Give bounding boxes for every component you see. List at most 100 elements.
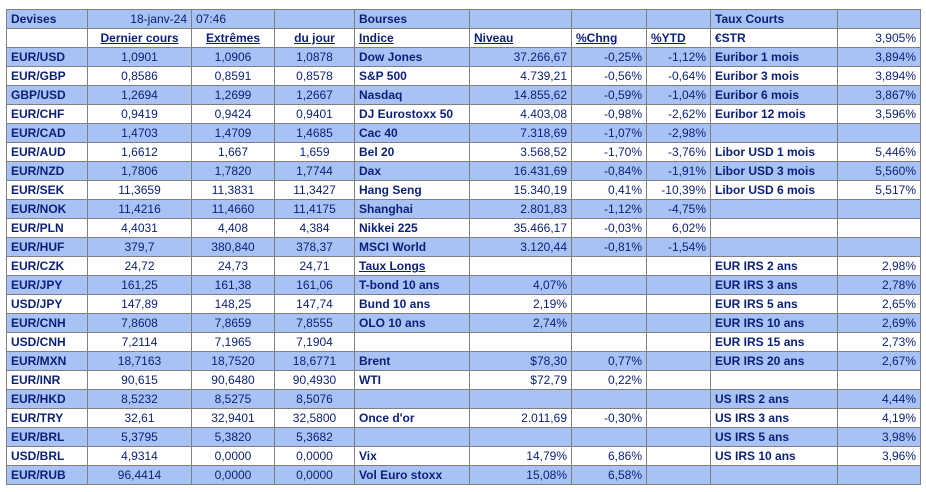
col-dernier-cours: Dernier cours: [87, 28, 192, 48]
cell-chng: [571, 427, 647, 447]
cell-taux-value: 5,517%: [837, 180, 921, 200]
cell-extremes: 7,8659: [191, 313, 275, 333]
cell-taux-value: [837, 237, 921, 257]
cell-pair: EUR/INR: [6, 370, 88, 390]
cell-extremes: 148,25: [191, 294, 275, 314]
cell-taux-label: EUR IRS 2 ans: [710, 256, 838, 276]
cell-taux-value: 2,67%: [837, 351, 921, 371]
cell-chng: [571, 332, 647, 352]
cell-extremes: 32,9401: [191, 408, 275, 428]
table-row: EUR/CAD 1,4703 1,4709 1,4685 Cac 40 7.318,69-…: [6, 123, 921, 143]
cell-niveau: 15.340,19: [469, 180, 572, 200]
cell-du-jour: 4,384: [274, 218, 355, 238]
cell-indice: [354, 332, 470, 352]
cell-niveau: 35.466,17: [469, 218, 572, 238]
cell-taux-value: 2,69%: [837, 313, 921, 333]
table-row: EUR/PLN 4,4031 4,408 4,384 Nikkei 225 35.466,…: [6, 218, 921, 238]
cell-pair: EUR/CNH: [6, 313, 88, 333]
cell-du-jour: 0,9401: [274, 104, 355, 124]
cell-taux-value: 2,73%: [837, 332, 921, 352]
cell-taux-label: [710, 237, 838, 257]
cell-dernier-cours: 4,9314: [87, 446, 192, 466]
cell-dernier-cours: 11,4216: [87, 199, 192, 219]
cell-indice: Once d'or: [354, 408, 470, 428]
col-du-jour: du jour: [274, 28, 355, 48]
cell-dernier-cours: 147,89: [87, 294, 192, 314]
cell-chng: -1,07%: [571, 123, 647, 143]
cell-extremes: 0,0000: [191, 446, 275, 466]
empty-cell: [274, 9, 355, 29]
cell-niveau: $78,30: [469, 351, 572, 371]
column-header-row: Dernier cours Extrêmes du jour Indice Ni…: [6, 28, 921, 48]
cell-du-jour: 24,71: [274, 256, 355, 276]
cell-pair: EUR/PLN: [6, 218, 88, 238]
cell-extremes: 90,6480: [191, 370, 275, 390]
market-data-table: Devises 18-janv-24 07:46 Bourses Taux Co…: [6, 9, 921, 485]
cell-pair: USD/JPY: [6, 294, 88, 314]
cell-pair: EUR/RUB: [6, 465, 88, 485]
cell-taux-value: 2,65%: [837, 294, 921, 314]
cell-ytd: -10,39%: [646, 180, 711, 200]
cell-extremes: 5,3820: [191, 427, 275, 447]
cell-pair: EUR/CAD: [6, 123, 88, 143]
cell-chng: -0,30%: [571, 408, 647, 428]
table-row: EUR/NOK 11,4216 11,4660 11,4175 Shanghai 2.80…: [6, 199, 921, 219]
cell-dernier-cours: 11,3659: [87, 180, 192, 200]
cell-taux-value: 3,894%: [837, 47, 921, 67]
cell-extremes: 380,840: [191, 237, 275, 257]
cell-taux-label: [710, 123, 838, 143]
cell-ytd: [646, 408, 711, 428]
cell-ytd: [646, 446, 711, 466]
cell-chng: 6,58%: [571, 465, 647, 485]
empty-cell: [469, 9, 572, 29]
cell-du-jour: 0,0000: [274, 446, 355, 466]
cell-indice: Nasdaq: [354, 85, 470, 105]
cell-taux-value: 3,596%: [837, 104, 921, 124]
cell-dernier-cours: 7,2114: [87, 332, 192, 352]
cell-ytd: [646, 370, 711, 390]
table-row: EUR/AUD 1,6612 1,667 1,659 Bel 20 3.568,52 -1,…: [6, 142, 921, 162]
cell-dernier-cours: 90,615: [87, 370, 192, 390]
col-niveau: Niveau: [469, 28, 572, 48]
cell-du-jour: 161,06: [274, 275, 355, 295]
cell-dernier-cours: 0,9419: [87, 104, 192, 124]
cell-ytd: -0,64%: [646, 66, 711, 86]
cell-pair: EUR/NZD: [6, 161, 88, 181]
cell-extremes: 11,4660: [191, 199, 275, 219]
cell-ytd: [646, 351, 711, 371]
cell-dernier-cours: 0,8586: [87, 66, 192, 86]
cell-pair: EUR/SEK: [6, 180, 88, 200]
cell-taux-value: 3,96%: [837, 446, 921, 466]
cell-extremes: 1,2699: [191, 85, 275, 105]
cell-pair: USD/CNH: [6, 332, 88, 352]
cell-taux-label: US IRS 3 ans: [710, 408, 838, 428]
cell-taux-label: Euribor 6 mois: [710, 85, 838, 105]
cell-taux-value: [837, 370, 921, 390]
cell-du-jour: 378,37: [274, 237, 355, 257]
cell-extremes: 11,3831: [191, 180, 275, 200]
cell-extremes: 1,667: [191, 142, 275, 162]
cell-extremes: 7,1965: [191, 332, 275, 352]
cell-dernier-cours: 32,61: [87, 408, 192, 428]
cell-niveau: [469, 427, 572, 447]
empty-cell: [6, 28, 88, 48]
col-chng: %Chng: [571, 28, 647, 48]
cell-taux-label: Euribor 12 mois: [710, 104, 838, 124]
table-row: USD/BRL 4,9314 0,0000 0,0000 Vix 14,79% 6,86% U…: [6, 446, 921, 466]
cell-du-jour: 1,2667: [274, 85, 355, 105]
cell-niveau: 3.568,52: [469, 142, 572, 162]
cell-taux-label: [710, 199, 838, 219]
cell-taux-value: [837, 465, 921, 485]
cell-chng: -1,12%: [571, 199, 647, 219]
cell-dernier-cours: 379,7: [87, 237, 192, 257]
cell-chng: -1,70%: [571, 142, 647, 162]
cell-extremes: 1,4709: [191, 123, 275, 143]
cell-indice: OLO 10 ans: [354, 313, 470, 333]
cell-pair: EUR/CZK: [6, 256, 88, 276]
table-row: EUR/USD 1,0901 1,0906 1,0878 Dow Jones 37.266…: [6, 47, 921, 67]
cell-dernier-cours: 1,6612: [87, 142, 192, 162]
cell-pair: EUR/USD: [6, 47, 88, 67]
cell-indice: WTI: [354, 370, 470, 390]
cell-dernier-cours: 1,0901: [87, 47, 192, 67]
cell-chng: -0,25%: [571, 47, 647, 67]
